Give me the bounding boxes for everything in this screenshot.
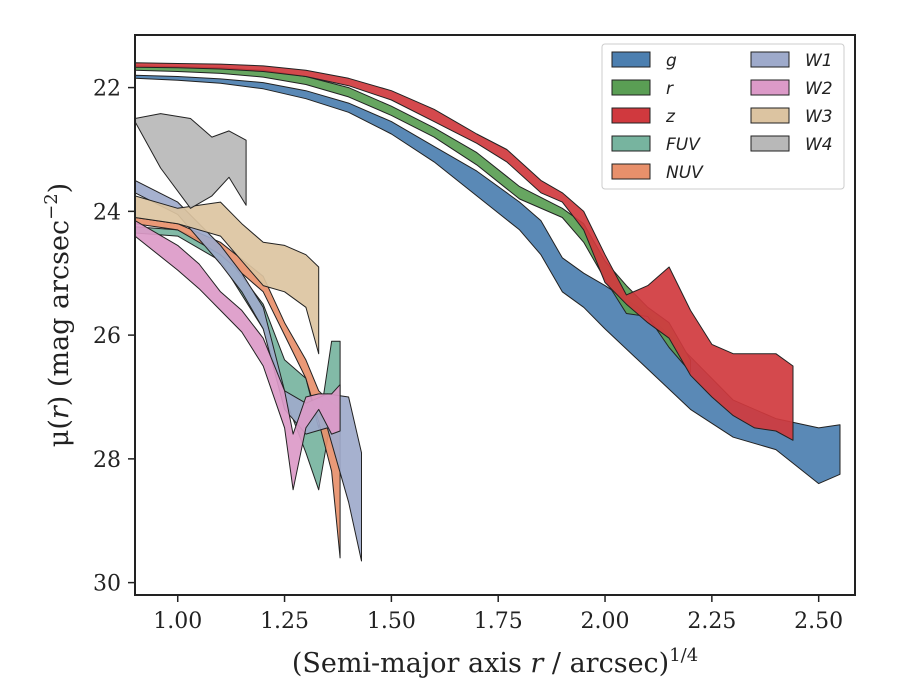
legend-swatch-r <box>611 79 651 96</box>
legend-label-w1: W1 <box>805 51 833 71</box>
series-layer <box>135 62 841 562</box>
legend-swatch-w3 <box>750 107 790 124</box>
y-axis-label: μ(r) (mag arcsec−2) <box>41 183 75 447</box>
legend-swatch-fuv <box>611 135 651 152</box>
band-w3 <box>135 195 320 355</box>
legend-swatch-nuv <box>611 163 651 180</box>
legend-label-w2: W2 <box>805 79 833 99</box>
legend-label-w4: W4 <box>805 135 833 155</box>
legend-swatch-g <box>611 51 651 68</box>
legend-swatch-w4 <box>750 135 790 152</box>
legend-swatch-w1 <box>750 51 790 68</box>
legend-label-w3: W3 <box>805 107 833 127</box>
x-tick-label: 2.50 <box>794 609 843 634</box>
band-w2 <box>135 220 341 491</box>
y-axis: 22 24 26 28 30 <box>93 77 135 597</box>
y-tick-label: 28 <box>93 448 121 473</box>
x-tick-label: 1.50 <box>367 609 416 634</box>
legend: grz FUV NUV W1 W2 W3 W4 <box>601 43 845 190</box>
x-tick-label: 1.00 <box>153 609 202 634</box>
y-tick-label: 22 <box>93 77 121 102</box>
plot-frame <box>134 34 856 596</box>
legend-swatch-w2 <box>750 79 790 96</box>
y-tick-label: 24 <box>93 200 121 225</box>
band-g <box>135 74 841 485</box>
y-tick-label: 30 <box>93 572 121 597</box>
legend-label-r: r <box>666 79 674 99</box>
legend-label-fuv: FUV <box>666 135 701 155</box>
x-tick-label: 2.25 <box>687 609 736 634</box>
x-axis: 1.00 1.25 1.50 1.75 2.00 2.25 2.50 <box>153 595 843 634</box>
legend-label-z: z <box>665 107 676 127</box>
x-tick-label: 2.00 <box>581 609 630 634</box>
legend-label-g: g <box>666 51 677 71</box>
legend-label-nuv: NUV <box>666 163 704 183</box>
band-w4 <box>135 113 247 209</box>
legend-swatch-z <box>611 107 651 124</box>
x-axis-label: (Semi-major axis r / arcsec)1/4 <box>292 645 698 679</box>
y-tick-label: 26 <box>93 324 121 349</box>
x-tick-label: 1.25 <box>260 609 309 634</box>
band-z <box>135 62 794 441</box>
x-tick-label: 1.75 <box>474 609 523 634</box>
band-w1 <box>135 179 362 562</box>
